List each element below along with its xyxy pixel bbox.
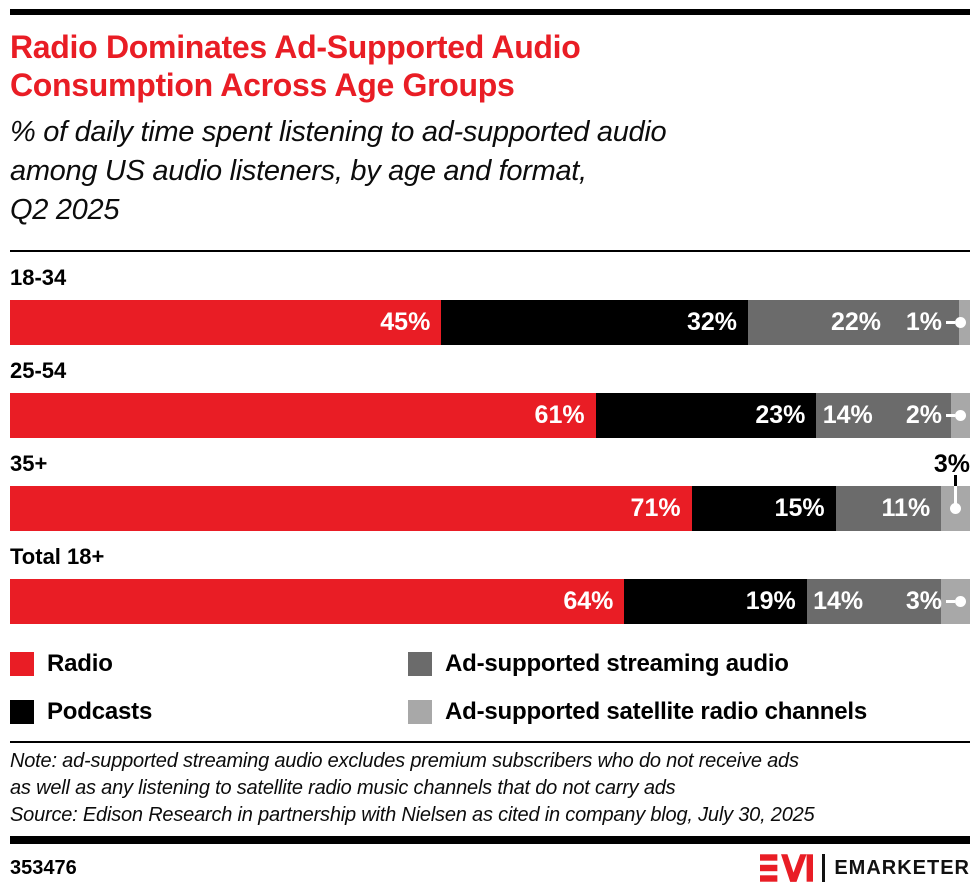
bar-segment-radio: 64% bbox=[10, 579, 625, 624]
bar-row: 35+ 3% 71% 15% 11% bbox=[10, 451, 970, 531]
bar-segment-radio: 71% bbox=[10, 486, 692, 531]
text-line: Note: ad-supported streaming audio exclu… bbox=[10, 750, 799, 772]
note-lines: Note: ad-supported streaming audio exclu… bbox=[10, 748, 970, 802]
connector-dot bbox=[950, 503, 961, 514]
segment-value-label: 14% bbox=[822, 401, 873, 429]
connector-line-top bbox=[954, 475, 957, 486]
source-line: Source: Edison Research in partnership w… bbox=[10, 804, 815, 826]
legend-swatch bbox=[408, 652, 432, 676]
bar-segment-ad-supported-streaming-audio: 22% bbox=[748, 300, 959, 345]
annotation-connector-dot bbox=[955, 410, 966, 421]
bar-row-header: 25-54 bbox=[10, 358, 970, 384]
segment-value-label: 61% bbox=[534, 401, 585, 429]
segment-value-label: 22% bbox=[830, 308, 881, 336]
annotation-connector-dot bbox=[955, 596, 966, 607]
bar-row-header: 35+ 3% bbox=[10, 451, 970, 477]
chart-id: 353476 bbox=[10, 856, 77, 879]
annotation-value-label: 3% bbox=[905, 587, 942, 615]
legend-label: Ad-supported satellite radio channels bbox=[445, 698, 868, 725]
legend-label: Ad-supported streaming audio bbox=[445, 650, 789, 677]
brand-lockup: EMARKETER bbox=[760, 853, 970, 883]
inline-annotation: 2% bbox=[906, 393, 966, 438]
stacked-bar: 45% 32% 22% 1% bbox=[10, 300, 970, 345]
row-label: 35+ bbox=[10, 451, 48, 476]
bar-segment-podcasts: 19% bbox=[624, 579, 807, 624]
inline-annotation: 3% bbox=[906, 579, 966, 624]
stacked-bar: 64% 19% 14% 3% bbox=[10, 579, 970, 624]
bar-row-header: 18-34 bbox=[10, 265, 970, 291]
segment-value-label: 45% bbox=[380, 308, 431, 336]
annotation-connector-line bbox=[946, 321, 955, 324]
bar-segment-ad-supported-streaming-audio: 14% bbox=[806, 579, 942, 624]
connector-line-inner bbox=[954, 486, 957, 506]
bar-segment-podcasts: 32% bbox=[441, 300, 749, 345]
row-label: 25-54 bbox=[10, 358, 67, 383]
inline-annotation: 1% bbox=[906, 300, 966, 345]
legend-label: Radio bbox=[47, 650, 113, 677]
bars: 18-34 45% 32% 22% 1% 25-54 61% 23% 14% 2% 35+ 3% 71%… bbox=[10, 265, 970, 624]
chart-subtitle: % of daily time spent listening to ad-su… bbox=[10, 113, 970, 230]
emarketer-logo-icon bbox=[760, 854, 814, 882]
legend-item-ad-supported-streaming-audio: Ad-supported streaming audio bbox=[408, 650, 867, 678]
text-line: Consumption Across Age Groups bbox=[10, 67, 515, 103]
text-line: % of daily time spent listening to ad-su… bbox=[10, 116, 667, 148]
legend-item-podcasts: Podcasts bbox=[10, 698, 408, 726]
legend-label: Podcasts bbox=[47, 698, 153, 725]
divider-rule-top bbox=[10, 250, 970, 252]
bar-row: 25-54 61% 23% 14% 2% bbox=[10, 358, 970, 438]
annotation-connector-line bbox=[946, 600, 955, 603]
segment-value-label: 15% bbox=[774, 494, 825, 522]
bar-row: Total 18+ 64% 19% 14% 3% bbox=[10, 544, 970, 624]
text-line: among US audio listeners, by age and for… bbox=[10, 155, 587, 187]
chart-title: Radio Dominates Ad-Supported Audio Consum… bbox=[10, 28, 970, 104]
annotation-value-label: 2% bbox=[905, 401, 942, 429]
bottom-accent-bar bbox=[10, 836, 970, 844]
stacked-bar: 61% 23% 14% 2% bbox=[10, 393, 970, 438]
legend-item-ad-supported-satellite-radio-channels: Ad-supported satellite radio channels bbox=[408, 698, 867, 726]
segment-value-label: 23% bbox=[755, 401, 806, 429]
top-accent-bar bbox=[10, 9, 970, 15]
legend-swatch bbox=[10, 652, 34, 676]
annotation-value-label: 1% bbox=[905, 308, 942, 336]
text-line: Q2 2025 bbox=[10, 194, 120, 226]
bar-segment-ad-supported-streaming-audio: 14% bbox=[816, 393, 951, 438]
above-annotation-connector bbox=[950, 475, 961, 520]
brand-name: EMARKETER bbox=[834, 856, 970, 879]
segment-value-label: 32% bbox=[686, 308, 738, 336]
segment-value-label: 11% bbox=[881, 494, 931, 522]
segment-value-label: 14% bbox=[813, 587, 864, 615]
segment-value-label: 71% bbox=[630, 494, 681, 522]
bar-row: 18-34 45% 32% 22% 1% bbox=[10, 265, 970, 345]
row-label: Total 18+ bbox=[10, 544, 105, 569]
annotation-connector-line bbox=[946, 414, 955, 417]
bar-segment-podcasts: 23% bbox=[595, 393, 817, 438]
stacked-bar: 71% 15% 11% bbox=[10, 475, 970, 531]
divider-rule-bottom bbox=[10, 741, 970, 743]
bar-segment-podcasts: 15% bbox=[691, 486, 836, 531]
brand-divider bbox=[822, 854, 826, 882]
legend: Radio Podcasts Ad-supported streaming audi… bbox=[10, 650, 970, 726]
bar-row-header: Total 18+ bbox=[10, 544, 970, 570]
bar-segment-radio: 61% bbox=[10, 393, 596, 438]
bar-segment-radio: 45% bbox=[10, 300, 442, 345]
row-label: 18-34 bbox=[10, 265, 67, 290]
text-line: as well as any listening to satellite ra… bbox=[10, 777, 676, 799]
segment-value-label: 64% bbox=[563, 587, 614, 615]
footer: 353476 EMARKETER bbox=[10, 853, 970, 883]
above-value-label: 3% bbox=[933, 450, 970, 478]
bar-segment-ad-supported-streaming-audio: 11% bbox=[835, 486, 942, 531]
legend-swatch bbox=[10, 700, 34, 724]
segment-value-label: 19% bbox=[745, 587, 796, 615]
legend-item-radio: Radio bbox=[10, 650, 408, 678]
note-block: Note: ad-supported streaming audio exclu… bbox=[10, 748, 970, 829]
text-line: Radio Dominates Ad-Supported Audio bbox=[10, 29, 581, 65]
annotation-connector-dot bbox=[955, 317, 966, 328]
legend-swatch bbox=[408, 700, 432, 724]
